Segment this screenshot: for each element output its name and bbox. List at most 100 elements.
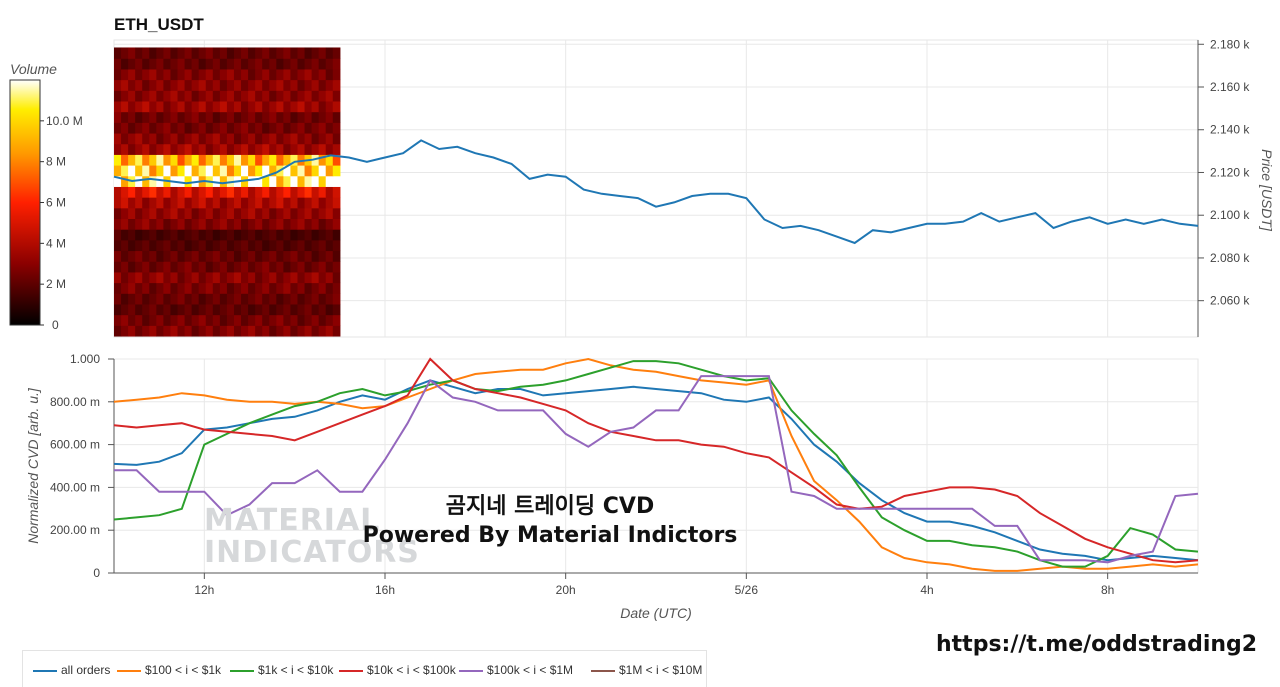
heatmap-cell [142,303,150,316]
heatmap-cell [325,250,334,262]
heatmap-cell [135,111,143,123]
heatmap-cell [290,175,299,187]
heatmap-cell [163,261,172,273]
heatmap-cell [226,229,235,241]
heatmap-cell [325,58,334,70]
heatmap-cell [297,293,306,305]
heatmap-cell [219,175,228,187]
heatmap-cell [156,261,165,273]
heatmap-cell [241,250,249,262]
heatmap-cell [212,325,221,337]
heatmap-cell [184,100,193,113]
heatmap-cell [269,90,277,102]
heatmap-cell [142,250,150,262]
heatmap-cell [163,239,172,252]
heatmap-cell [290,111,299,123]
heatmap-cell [226,250,235,262]
heatmap-cell [226,164,235,177]
heatmap-cell [170,58,179,70]
heatmap-cell [177,218,186,230]
heatmap-cell [248,100,256,113]
heatmap-cell [297,47,306,59]
heatmap-cell [191,79,200,91]
heatmap-cell [170,47,179,59]
heatmap-cell [212,239,221,252]
heatmap-cell [177,154,186,166]
heatmap-cell [276,314,284,326]
telegram-link[interactable]: https://t.me/oddstrading2 [936,632,1258,657]
heatmap-cell [156,325,165,337]
heatmap-cell [128,261,136,273]
heatmap-cell [149,100,157,113]
heatmap-cell [233,250,242,262]
legend-item[interactable]: $1k < i < $10k [230,663,333,677]
heatmap-cell [290,271,299,284]
heatmap-cell [311,164,320,177]
heatmap-cell [276,111,284,123]
heatmap-cell [290,293,299,305]
legend-item[interactable]: $100 < i < $1k [117,663,221,677]
material-indicators-watermark: MATERIAL INDICATORS [204,505,420,569]
heatmap-cell [233,164,242,177]
heatmap-cell [311,303,320,316]
heatmap-cell [290,47,299,59]
heatmap-cell [290,261,299,273]
heatmap-cell [226,90,235,102]
heatmap-cell [233,143,242,155]
heatmap-cell [114,314,122,326]
legend-swatch [117,669,141,672]
heatmap-cell [219,207,228,220]
heatmap-cell [255,132,263,145]
heatmap-cell [269,47,277,59]
heatmap-cell [163,47,172,59]
heatmap-cell [177,68,186,81]
heatmap-cell [191,132,200,145]
legend-item[interactable]: $10k < i < $100k [339,663,456,677]
legend-item[interactable]: all orders [33,663,110,677]
heatmap-cell [170,154,179,166]
heatmap-cell [135,186,143,198]
heatmap-cell [212,122,221,134]
heatmap-cell [170,282,179,294]
cvd-tick-label: 400.00 m [50,480,100,494]
heatmap-cell [226,197,235,209]
heatmap-cell [114,79,122,91]
heatmap-cell [114,282,122,294]
heatmap-cell [290,282,299,294]
heatmap-cell [156,90,165,102]
heatmap-cell [318,68,327,81]
legend-item[interactable]: $1M < i < $10M [591,663,702,677]
heatmap-cell [283,197,292,209]
heatmap-cell [149,68,157,81]
x-tick-label: 20h [556,583,576,597]
heatmap-cell [233,47,242,59]
heatmap-cell [283,293,292,305]
heatmap-cell [304,314,313,326]
heatmap-cell [149,111,157,123]
heatmap-cell [114,47,122,59]
heatmap-cell [262,271,270,284]
heatmap-cell [283,58,292,70]
heatmap-cell [325,90,334,102]
heatmap-cell [233,218,242,230]
heatmap-cell [241,58,249,70]
heatmap-cell [135,271,143,284]
heatmap-cell [170,122,179,134]
price-tick-label: 2.160 k [1210,80,1250,94]
heatmap-cell [121,314,129,326]
heatmap-cell [262,239,270,252]
heatmap-cell [226,132,235,145]
heatmap-cell [283,303,292,316]
price-tick-label: 2.120 k [1210,165,1250,179]
legend-item[interactable]: $100k < i < $1M [459,663,573,677]
heatmap-cell [332,47,341,59]
heatmap-cell [233,271,242,284]
heatmap-cell [142,58,150,70]
heatmap-cell [177,282,186,294]
heatmap-cell [163,207,172,220]
heatmap-cell [311,261,320,273]
heatmap-cell [149,197,157,209]
heatmap-cell [269,111,277,123]
heatmap-cell [135,132,143,145]
heatmap-cell [332,79,341,91]
